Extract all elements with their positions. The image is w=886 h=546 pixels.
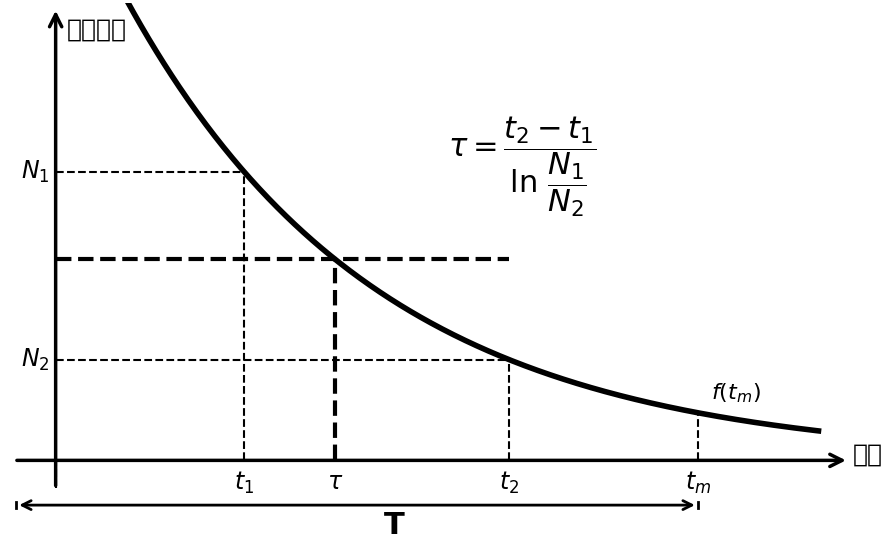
Text: $f(t_m)$: $f(t_m)$ (711, 382, 761, 405)
Text: $N_2$: $N_2$ (21, 346, 50, 372)
Text: $t_1$: $t_1$ (235, 470, 254, 496)
Text: 计数码値: 计数码値 (67, 18, 127, 42)
Text: $t_2$: $t_2$ (499, 470, 519, 496)
Text: 时间: 时间 (852, 442, 882, 466)
Text: $t_m$: $t_m$ (685, 470, 711, 496)
Text: $\mathbf{T}$: $\mathbf{T}$ (384, 511, 406, 540)
Text: $N_1$: $N_1$ (21, 159, 50, 185)
Text: $\tau = \dfrac{t_2 - t_1}{\ln\, \dfrac{N_1}{N_2}}$: $\tau = \dfrac{t_2 - t_1}{\ln\, \dfrac{N… (448, 115, 596, 219)
Text: $\tau$: $\tau$ (327, 470, 343, 494)
